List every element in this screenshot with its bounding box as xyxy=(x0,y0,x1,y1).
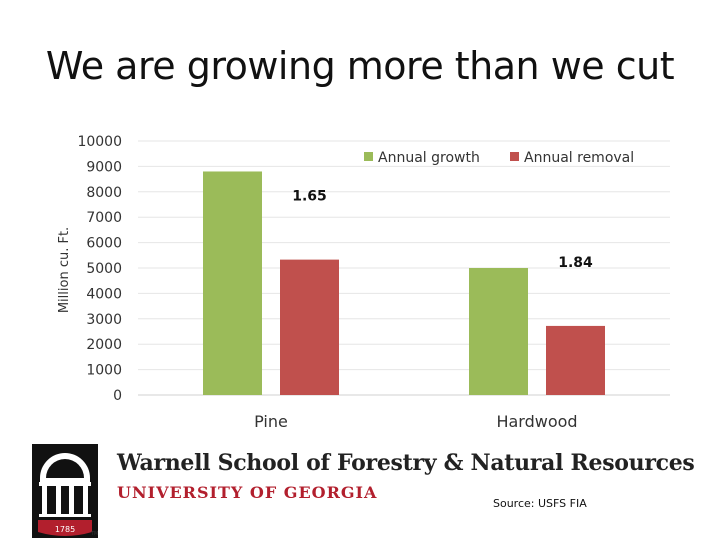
footer: 1785 TM Warnell School of Forestry & Nat… xyxy=(0,440,720,540)
university-name: UNIVERSITY OF GEORGIA xyxy=(117,483,378,502)
legend-item: Annual removal xyxy=(510,150,634,166)
legend-swatch xyxy=(364,152,373,161)
school-name: Warnell School of Forestry & Natural Res… xyxy=(117,450,695,476)
y-tick-label: 10000 xyxy=(77,134,122,150)
source-note: Source: USFS FIA xyxy=(493,497,587,510)
bars xyxy=(203,171,605,395)
y-axis-ticks: 0 1000 2000 3000 4000 5000 6000 7000 8000 9000 100… xyxy=(77,134,122,404)
bar-annual-removal-hardwood xyxy=(546,325,605,395)
legend: Annual growth Annual removal xyxy=(364,150,634,166)
legend-label: Annual growth xyxy=(378,150,480,166)
y-tick-label: 9000 xyxy=(86,159,122,175)
bar-annual-growth-hardwood xyxy=(469,268,528,395)
y-tick-label: 8000 xyxy=(86,185,122,201)
trademark-mark: TM xyxy=(91,531,98,536)
y-tick-label: 7000 xyxy=(86,210,122,226)
y-tick-label: 3000 xyxy=(86,312,122,328)
y-tick-label: 2000 xyxy=(86,337,122,353)
x-category-label: Hardwood xyxy=(496,412,577,431)
ratio-label: 1.65 xyxy=(292,189,327,205)
y-tick-label: 4000 xyxy=(86,286,122,302)
ratio-labels: 1.65 1.84 xyxy=(292,189,593,271)
y-tick-label: 6000 xyxy=(86,236,122,252)
legend-swatch xyxy=(510,152,519,161)
x-axis-categories: Pine Hardwood xyxy=(254,412,577,431)
logo-year: 1785 xyxy=(55,525,75,534)
legend-item: Annual growth xyxy=(364,150,480,166)
bar-annual-growth-pine xyxy=(203,171,262,395)
y-axis-label: Million cu. Ft. xyxy=(57,227,72,313)
uga-arch-logo-icon: 1785 xyxy=(32,444,98,538)
slide-title: We are growing more than we cut xyxy=(45,44,675,88)
x-category-label: Pine xyxy=(254,412,288,431)
bar-chart: 0 1000 2000 3000 4000 5000 6000 7000 8000 9000 100… xyxy=(57,134,670,431)
y-tick-label: 0 xyxy=(113,388,122,404)
legend-label: Annual removal xyxy=(524,150,634,166)
ratio-label: 1.84 xyxy=(558,255,593,271)
y-tick-label: 5000 xyxy=(86,261,122,277)
y-tick-label: 1000 xyxy=(86,363,122,379)
bar-annual-removal-pine xyxy=(280,259,339,395)
